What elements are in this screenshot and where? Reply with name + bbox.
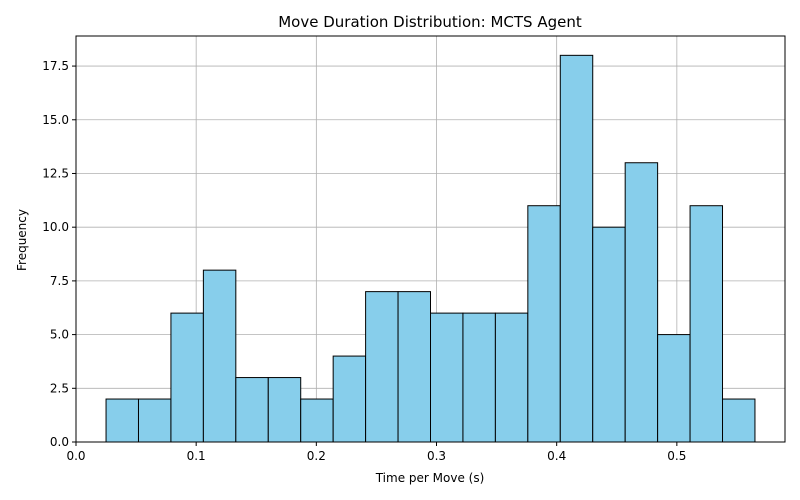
chart-title: Move Duration Distribution: MCTS Agent: [278, 13, 582, 31]
histogram-bar: [137, 398, 172, 443]
histogram-bar: [365, 291, 399, 443]
y-axis: 0.0 2.5 5.0 7.5 10.0 12.5 15.0 17.5: [42, 59, 76, 449]
x-tick-label: 0.1: [187, 449, 206, 463]
histogram-bar: [105, 398, 139, 443]
histogram-bar: [527, 205, 561, 443]
x-tick-label: 0.0: [66, 449, 85, 463]
bars: [105, 54, 756, 443]
x-tick-label: 0.4: [547, 449, 566, 463]
histogram-bar: [624, 162, 659, 443]
x-tick-label: 0.5: [667, 449, 686, 463]
histogram-bar: [657, 334, 691, 443]
histogram-bar: [235, 377, 269, 443]
grid: [75, 36, 785, 443]
x-tick-label: 0.3: [427, 449, 446, 463]
histogram-bar: [267, 377, 302, 443]
histogram-bar: [592, 226, 626, 443]
x-axis-label: Time per Move (s): [375, 471, 485, 485]
y-tick-label: 15.0: [42, 113, 69, 127]
y-tick-label: 5.0: [50, 328, 69, 342]
x-tick-label: 0.2: [307, 449, 326, 463]
y-tick-label: 17.5: [42, 59, 69, 73]
y-tick-label: 7.5: [50, 274, 69, 288]
y-tick-label: 0.0: [50, 435, 69, 449]
histogram-bar: [332, 355, 367, 443]
histogram-bar: [689, 205, 724, 443]
plot-frame: [75, 35, 786, 443]
y-axis-label: Frequency: [15, 209, 29, 271]
histogram-bar: [202, 269, 237, 443]
y-tick-label: 10.0: [42, 220, 69, 234]
histogram-bar: [430, 312, 464, 443]
histogram-bar: [494, 312, 529, 443]
x-axis: 0.0 0.1 0.2 0.3 0.4 0.5: [66, 442, 686, 463]
histogram-bar: [462, 312, 496, 443]
y-tick-label: 2.5: [50, 381, 69, 395]
y-tick-label: 12.5: [42, 166, 69, 180]
histogram-bar: [397, 291, 431, 443]
histogram-bar: [300, 398, 334, 443]
histogram-bar: [559, 54, 594, 443]
histogram-bar: [170, 312, 204, 443]
histogram-bar: [722, 398, 756, 443]
